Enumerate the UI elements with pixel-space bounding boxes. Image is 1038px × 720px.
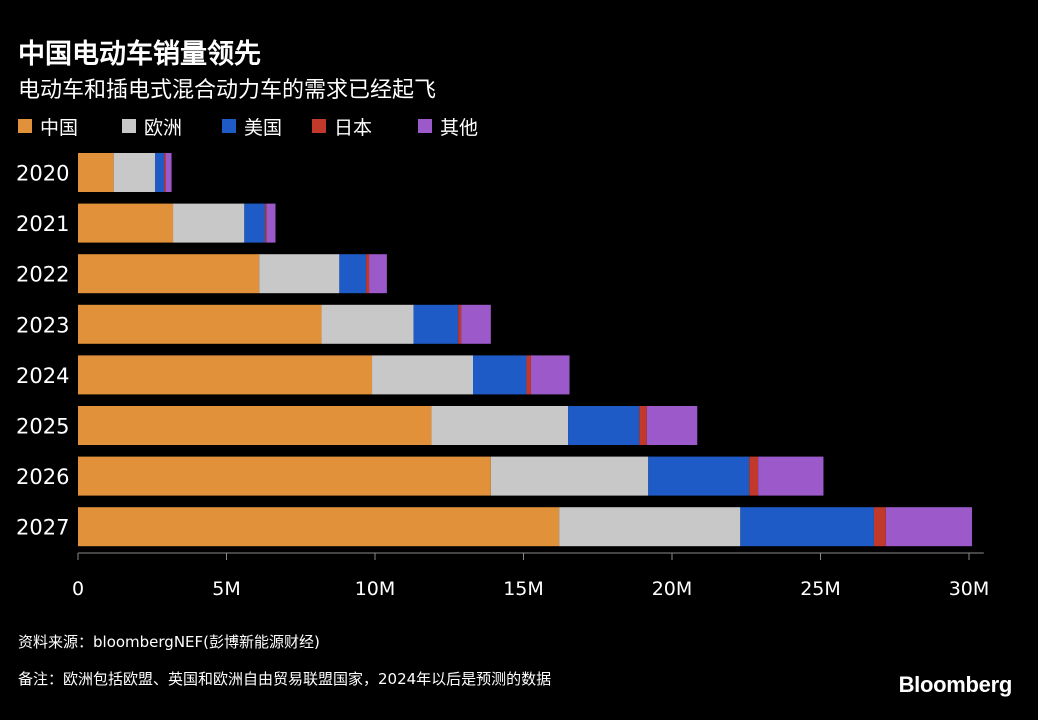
bar-2025-series-3 <box>639 406 647 445</box>
legend-item-europe: 欧洲 <box>122 114 183 139</box>
bar-2020-series-1 <box>113 153 156 192</box>
chart-subtitle: 电动车和插电式混合动力车的需求已经起飞 <box>18 78 437 103</box>
bar-2025-series-2 <box>568 406 640 445</box>
bar-2024-series-0 <box>78 355 373 395</box>
legend-label-europe: 欧洲 <box>144 116 183 139</box>
bar-2023-series-4 <box>461 304 491 344</box>
x-tick-label-0: 0 <box>72 578 84 600</box>
bar-2024-series-3 <box>526 355 531 395</box>
y-tick-label-2024: 2024 <box>16 364 69 388</box>
bar-2022-series-3 <box>366 254 370 294</box>
bar-2020-series-2 <box>155 153 165 192</box>
bar-2026-series-1 <box>490 456 649 496</box>
bar-2022-series-0 <box>78 254 260 294</box>
y-tick-label-2020: 2020 <box>16 162 69 186</box>
legend-item-china: 中国 <box>18 114 79 139</box>
bar-2020-series-4 <box>165 153 172 192</box>
bar-2020-series-0 <box>78 153 114 192</box>
legend-label-japan: 日本 <box>334 116 373 139</box>
bar-2024-series-2 <box>473 355 527 395</box>
bar-2026-series-2 <box>648 456 750 496</box>
bar-2025-series-1 <box>431 406 569 445</box>
bar-2023-series-3 <box>458 304 462 344</box>
legend-swatch-europe <box>122 119 136 133</box>
x-tick-label-1: 5M <box>212 578 240 600</box>
y-tick-label-2025: 2025 <box>16 415 69 439</box>
source-note: 资料来源：bloombergNEF(彭博新能源财经) <box>18 633 320 651</box>
legend-swatch-usa <box>222 119 236 133</box>
bar-2025-series-0 <box>78 406 432 445</box>
bar-2026-series-0 <box>78 456 491 496</box>
legend-label-china: 中国 <box>40 116 79 139</box>
bar-2022-series-4 <box>369 254 387 294</box>
bar-2023-series-2 <box>413 304 459 344</box>
y-tick-label-2023: 2023 <box>16 313 69 337</box>
y-tick-label-2026: 2026 <box>16 465 69 489</box>
bar-2023-series-0 <box>78 304 322 344</box>
bar-2025-series-4 <box>646 406 698 445</box>
bar-2021-series-2 <box>244 203 266 243</box>
x-tick-label-4: 20M <box>652 578 693 600</box>
bar-2021-series-0 <box>78 203 174 243</box>
bar-2023-series-1 <box>321 304 414 344</box>
bar-2021-series-1 <box>173 203 245 243</box>
legend-item-japan: 日本 <box>312 114 373 139</box>
bar-2026-series-3 <box>749 456 759 496</box>
bar-2026-series-4 <box>758 456 824 496</box>
y-tick-label-2021: 2021 <box>16 212 69 236</box>
footnote: 备注：欧洲包括欧盟、英国和欧洲自由贸易联盟国家，2024年以后是预测的数据 <box>18 670 552 688</box>
legend-swatch-other <box>418 119 432 133</box>
bar-2027-series-1 <box>559 507 741 547</box>
bloomberg-logo: Bloomberg <box>898 672 1013 697</box>
bar-2027-series-3 <box>873 507 886 547</box>
x-tick-label-3: 15M <box>503 578 544 600</box>
bar-2021-series-4 <box>266 203 276 243</box>
legend-swatch-china <box>18 119 32 133</box>
legend-label-usa: 美国 <box>244 116 283 139</box>
bar-2027-series-0 <box>78 507 560 547</box>
bar-2024-series-4 <box>530 355 570 395</box>
chart-title: 中国电动车销量领先 <box>18 39 261 70</box>
stacked-bar-chart: 2020 2021 2022 2023 2024 2025 2026 2027 0 5M 10M 15… <box>16 153 990 600</box>
y-tick-label-2027: 2027 <box>16 516 69 540</box>
bar-2022-series-1 <box>259 254 340 294</box>
bar-2024-series-1 <box>372 355 474 395</box>
legend-swatch-japan <box>312 119 326 133</box>
legend-item-usa: 美国 <box>222 114 283 139</box>
bar-2027-series-2 <box>740 507 874 547</box>
bar-2022-series-2 <box>339 254 367 294</box>
bar-2021-series-3 <box>265 203 267 243</box>
x-tick-label-5: 25M <box>800 578 841 600</box>
legend: 中国 欧洲 美国 日本 其他 <box>18 114 578 139</box>
legend-item-other: 其他 <box>418 114 479 139</box>
legend-label-other: 其他 <box>440 116 479 139</box>
bar-2020-series-3 <box>164 153 166 192</box>
x-tick-label-6: 30M <box>949 578 990 600</box>
bar-2027-series-4 <box>885 507 972 547</box>
x-tick-label-2: 10M <box>355 578 396 600</box>
y-tick-label-2022: 2022 <box>16 263 69 287</box>
